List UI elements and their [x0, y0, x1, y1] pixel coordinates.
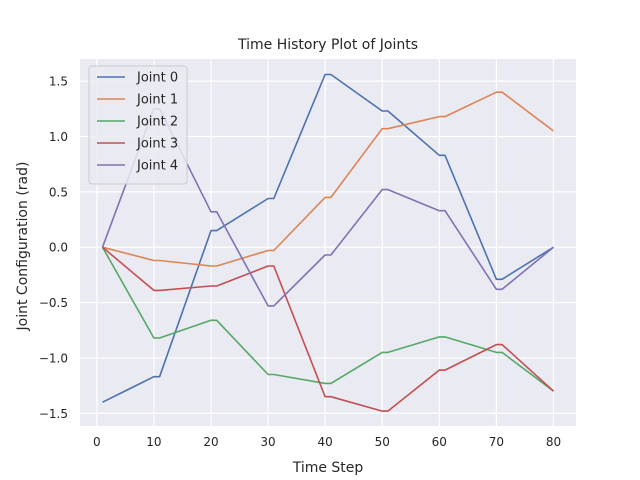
x-tick-label: 30	[260, 435, 275, 449]
x-axis-label: Time Step	[292, 460, 364, 476]
x-tick-label: 0	[93, 435, 101, 449]
x-tick-label: 70	[489, 435, 504, 449]
x-tick-label: 50	[375, 435, 390, 449]
legend-box	[88, 65, 188, 185]
y-tick-label: 0.5	[49, 185, 68, 199]
legend-label: Joint 0	[136, 71, 178, 86]
x-tick-label: 60	[432, 435, 447, 449]
y-tick-label: 0.0	[49, 241, 68, 255]
legend-label: Joint 3	[136, 137, 178, 152]
x-tick-label: 40	[318, 435, 333, 449]
x-tick-label: 20	[203, 435, 218, 449]
y-tick-label: 1.5	[49, 75, 68, 89]
series-line-joint-2	[101, 246, 554, 392]
y-tick-label: −1.0	[39, 351, 68, 365]
y-tick-label: −1.5	[39, 407, 68, 421]
y-tick-label: −0.5	[39, 296, 68, 310]
chart-title: Time History Plot of Joints	[237, 37, 418, 53]
y-tick-label: 1.0	[49, 130, 68, 144]
x-tick-labels: 0 10 20 30 40 50 60 70 80	[93, 435, 561, 449]
x-tick-label: 80	[546, 435, 561, 449]
y-axis-label: Joint Configuration (rad)	[15, 162, 31, 332]
legend: Joint 0 Joint 1 Joint 2 Joint 3 Joint 4	[88, 65, 188, 185]
series-line-joint-0	[102, 73, 554, 403]
legend-label: Joint 2	[136, 115, 178, 130]
gridlines	[80, 59, 576, 426]
legend-label: Joint 1	[136, 93, 178, 108]
series-line-joint-3	[101, 246, 555, 412]
legend-label: Joint 4	[136, 159, 178, 174]
series-line-joint-1	[102, 91, 554, 267]
x-tick-label: 10	[146, 435, 161, 449]
y-tick-labels: −1.5 −1.0 −0.5 0.0 0.5 1.0 1.5	[39, 75, 68, 421]
